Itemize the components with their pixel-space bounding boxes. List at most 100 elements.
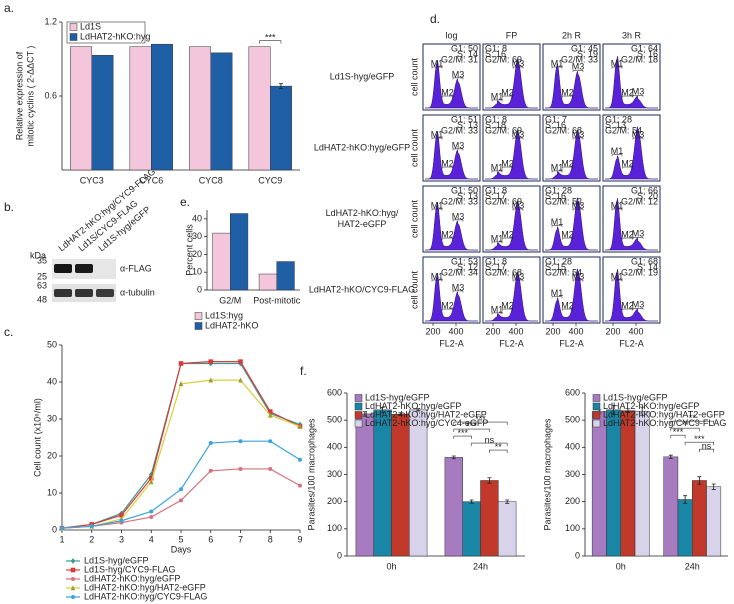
gate-label: M2 xyxy=(441,87,454,97)
antibody-label: α-tubulin xyxy=(120,287,155,297)
bar xyxy=(444,457,463,557)
point xyxy=(298,457,302,462)
gate-bracket xyxy=(491,99,503,102)
gate-label: M3 xyxy=(572,271,585,281)
error-bar xyxy=(611,405,616,415)
gate-label: M3 xyxy=(512,271,525,281)
cell-cycle-stat: G1: 45 xyxy=(571,43,598,53)
gate-bracket xyxy=(572,208,584,211)
cell-cycle-stat: S: 17 xyxy=(485,262,506,272)
blot-band xyxy=(54,264,72,273)
cell-cycle-stat: G2/M: 33 xyxy=(561,54,598,64)
gate-label: M1 xyxy=(551,162,564,172)
bar xyxy=(151,43,173,171)
series-line xyxy=(61,361,301,529)
cell-cycle-stat: G1: 68 xyxy=(631,256,658,266)
gate-bracket xyxy=(551,170,563,173)
gate-bracket xyxy=(431,279,443,282)
gate-label: M1 xyxy=(431,58,444,68)
cell-cycle-stat: G2/M: 68 xyxy=(485,267,522,277)
gate-bracket xyxy=(502,95,513,98)
legend-label: Ld1S xyxy=(80,21,101,31)
x-tick-label: 200 xyxy=(545,326,560,336)
gate-bracket xyxy=(632,95,644,97)
bar xyxy=(620,410,636,557)
gate-bracket xyxy=(622,308,633,311)
legend-frame xyxy=(66,21,146,44)
point xyxy=(60,526,64,531)
gate-label: M1 xyxy=(551,288,564,298)
panel-label: a. xyxy=(4,1,14,15)
histogram xyxy=(424,202,478,251)
significance-bracket xyxy=(453,428,490,433)
y-tick-label: 30 xyxy=(192,231,202,241)
gate-bracket xyxy=(431,137,443,140)
y-tick-label: 1.2 xyxy=(44,16,57,26)
gate-label: M2 xyxy=(561,158,574,168)
gate-bracket xyxy=(551,296,563,299)
gate-bracket xyxy=(512,279,524,282)
significance-bracket xyxy=(471,442,508,447)
cell-cycle-stat: G2/M: 69 xyxy=(485,125,522,135)
error-bar xyxy=(469,499,474,504)
panel-label: b. xyxy=(4,200,14,214)
legend-swatch xyxy=(592,419,601,428)
y-axis-label: cell count xyxy=(409,270,419,309)
cell-cycle-stat: G1: 64 xyxy=(631,43,658,53)
x-tick-label: CYC9 xyxy=(258,175,282,185)
gate-bracket xyxy=(551,66,563,69)
bar xyxy=(373,409,392,557)
bar xyxy=(498,501,517,557)
point xyxy=(148,471,154,478)
legend-swatch xyxy=(69,23,78,31)
x-tick-label: 4 xyxy=(149,534,154,544)
gate-label: M3 xyxy=(452,282,465,292)
gate-bracket xyxy=(491,241,503,244)
gate-label: M2 xyxy=(621,300,634,310)
y-tick-label: 20 xyxy=(192,249,202,259)
cell-cycle-stat: G2/M: 52 xyxy=(545,196,582,206)
point xyxy=(70,558,76,564)
bar xyxy=(230,213,249,291)
bar xyxy=(210,52,233,171)
gate-label: M2 xyxy=(501,300,514,310)
gate-label: M3 xyxy=(452,69,465,79)
gate-label: M2 xyxy=(501,229,514,239)
point xyxy=(297,423,303,429)
gate-label: M3 xyxy=(572,129,585,139)
legend-label: LdHAT2-hKO:hyg/HAT2-eGFP xyxy=(603,409,725,419)
gate-bracket xyxy=(622,166,633,169)
legend-label: LdHAT2-hKO:hyg/CYC9-FLAG xyxy=(603,418,726,428)
histogram xyxy=(424,60,478,109)
point xyxy=(208,468,213,473)
gate-bracket xyxy=(502,166,513,169)
legend-label: Ld1S-hyg/eGFP xyxy=(365,392,430,402)
x-tick-label: G2/M xyxy=(219,295,241,305)
row-label: LdHAT2-hKO:hyg/ xyxy=(326,208,399,218)
x-tick-label: 200 xyxy=(485,326,500,336)
point xyxy=(267,412,273,418)
cell-cycle-stat: S: 16 xyxy=(545,120,566,130)
gate-bracket xyxy=(452,77,464,80)
gate-label: M1 xyxy=(491,162,504,172)
error-bar xyxy=(398,412,403,416)
histogram xyxy=(485,129,538,180)
cell-cycle-stat: S: 13 xyxy=(605,120,626,130)
legend-swatch xyxy=(592,411,601,419)
legend-label: Ld1S:hyg xyxy=(205,310,243,320)
x-tick-label: 1 xyxy=(59,534,64,544)
gate-label: M1 xyxy=(551,58,564,68)
gate-bracket xyxy=(491,170,503,173)
x-tick-label: 24h xyxy=(685,561,700,571)
cell-cycle-stat: G1: 50 xyxy=(451,43,478,53)
y-tick-label: 100 xyxy=(327,523,342,533)
column-header: FP xyxy=(506,30,518,40)
cell-cycle-stat: G1: 7 xyxy=(545,114,567,124)
point xyxy=(238,377,243,383)
bar xyxy=(606,409,622,557)
error-bar xyxy=(697,476,702,485)
cell-cycle-stat: G2/M: 33 xyxy=(441,125,478,135)
gate-label: M3 xyxy=(632,229,645,239)
y-tick-label: 300 xyxy=(565,469,580,479)
cell-cycle-stat: S: 15 xyxy=(545,262,566,272)
